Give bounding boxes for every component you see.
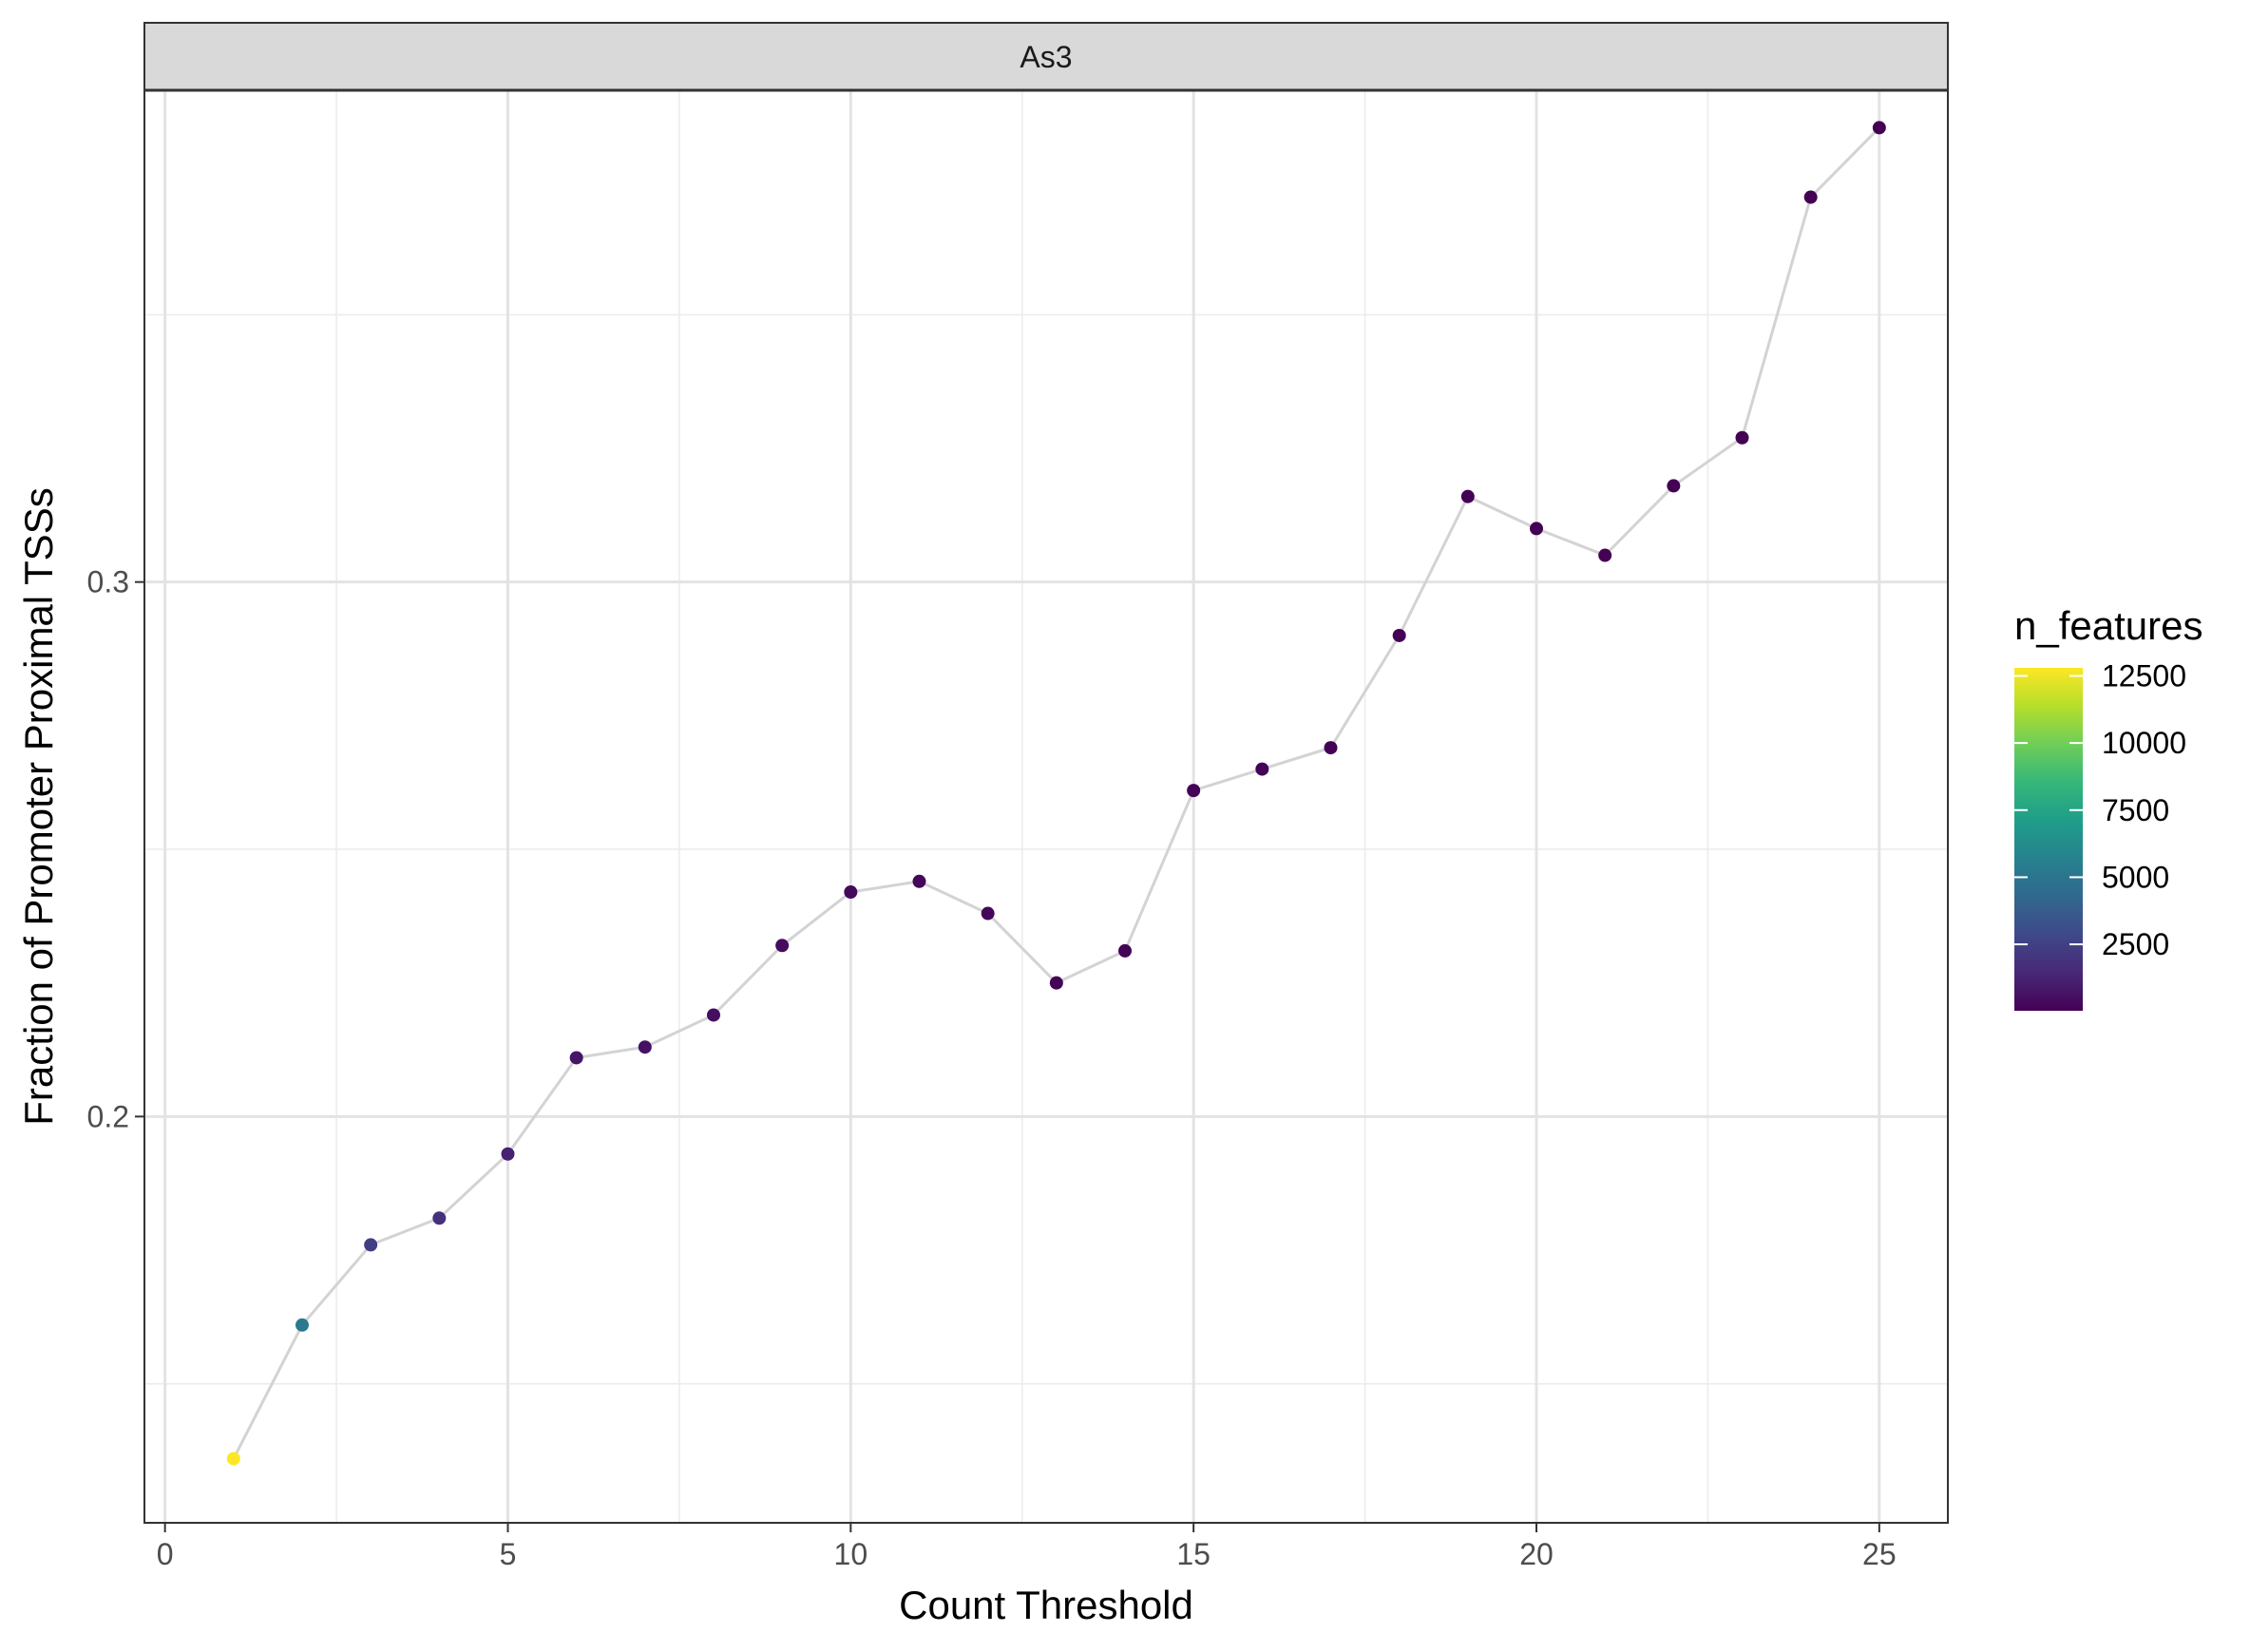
- data-point: [638, 1040, 652, 1054]
- legend: n_features 2500 5000 7500 10000 12500: [2014, 603, 2202, 1011]
- x-tick-label: 20: [1519, 1537, 1554, 1571]
- data-point: [1392, 628, 1406, 642]
- plot-panel: [144, 90, 1948, 1523]
- x-tick-label: 25: [1862, 1537, 1897, 1571]
- data-point: [1187, 784, 1201, 798]
- facet-label: As3: [1020, 40, 1072, 74]
- data-point: [1735, 430, 1749, 445]
- legend-ticks: 2500 5000 7500 10000 12500: [2014, 658, 2186, 961]
- data-point: [706, 1008, 720, 1022]
- data-point: [1460, 489, 1475, 503]
- data-point: [1803, 190, 1818, 204]
- data-point: [1598, 548, 1612, 562]
- x-tick-label: 10: [834, 1537, 868, 1571]
- colorbar-label: 10000: [2102, 726, 2186, 760]
- x-tick-label: 5: [500, 1537, 517, 1571]
- y-tick-label: 0.3: [87, 565, 129, 599]
- data-point: [295, 1318, 309, 1332]
- y-axis: 0.2 0.3: [87, 565, 144, 1133]
- data-point: [844, 885, 858, 900]
- legend-title: n_features: [2014, 603, 2202, 648]
- data-point: [569, 1051, 583, 1065]
- data-point: [1049, 976, 1063, 990]
- data-point: [1255, 762, 1269, 776]
- y-tick-label: 0.2: [87, 1099, 129, 1133]
- data-point: [1324, 741, 1338, 755]
- data-point: [501, 1147, 515, 1161]
- colorbar: [2014, 668, 2083, 1011]
- x-axis: 0 5 10 15 20 25: [157, 1523, 1897, 1571]
- x-axis-title: Count Threshold: [899, 1583, 1193, 1627]
- y-axis-title: Fraction of Promoter Proximal TSSs: [16, 487, 61, 1125]
- data-point: [1529, 522, 1543, 536]
- data-point: [1667, 479, 1681, 493]
- x-tick-label: 0: [157, 1537, 174, 1571]
- colorbar-label: 12500: [2102, 658, 2186, 693]
- data-point: [364, 1238, 378, 1252]
- colorbar-label: 5000: [2102, 860, 2169, 894]
- colorbar-label: 7500: [2102, 793, 2169, 827]
- data-point: [1117, 943, 1132, 958]
- data-point: [1872, 121, 1886, 135]
- grid-layer: [144, 90, 1948, 1523]
- data-point: [432, 1211, 447, 1225]
- data-point: [226, 1452, 240, 1466]
- point-layer: [226, 121, 1886, 1466]
- colorbar-label: 2500: [2102, 927, 2169, 961]
- data-point: [775, 939, 790, 953]
- data-point: [912, 874, 926, 888]
- x-tick-label: 15: [1176, 1537, 1211, 1571]
- data-point: [981, 906, 995, 921]
